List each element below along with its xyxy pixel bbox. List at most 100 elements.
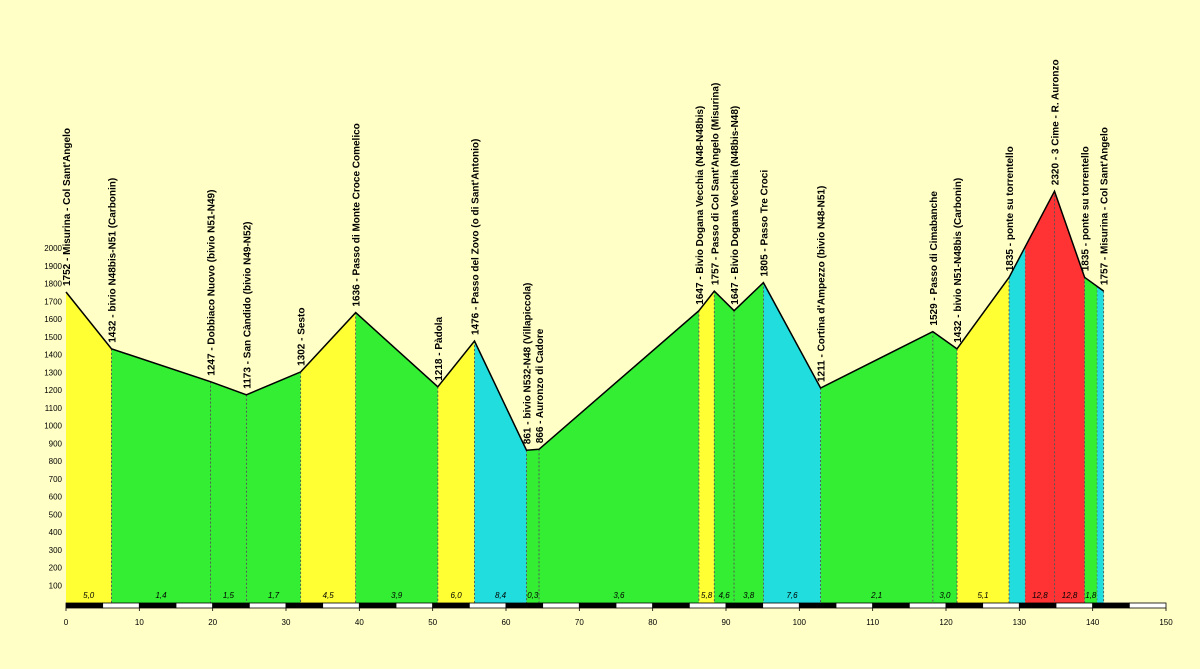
point-label: 1218 - Pàdola: [434, 316, 445, 380]
x-tick-label: 90: [722, 618, 731, 627]
km-bar-block: [982, 602, 1020, 609]
point-label: 1647 - Bivio Dogana Vecchia (N48bis-N48): [730, 106, 741, 305]
profile-segment: [1084, 277, 1098, 603]
y-tick-label: 1700: [44, 297, 62, 306]
profile-segment: [820, 331, 933, 603]
km-bar-block: [762, 602, 800, 609]
y-tick-label: 2000: [44, 244, 62, 253]
profile-segment: [1054, 191, 1085, 603]
y-tick-label: 1400: [44, 351, 62, 360]
profile-segment: [698, 291, 715, 603]
grade-label: 4,6: [719, 591, 731, 600]
x-tick-label: 30: [282, 618, 291, 627]
y-tick-label: 100: [49, 581, 63, 590]
km-bar-block: [248, 602, 287, 609]
profile-segment: [957, 277, 1010, 603]
point-label: 1636 - Passo di Monte Croce Comelico: [352, 123, 363, 306]
grade-label: 8,4: [495, 591, 507, 600]
grade-label: 3,9: [391, 591, 403, 600]
km-bar-block: [578, 602, 617, 609]
y-tick-label: 700: [49, 475, 63, 484]
y-tick-label: 1600: [44, 315, 62, 324]
km-scale-bar: [65, 602, 1167, 609]
point-label: 861 - bivio N532-N48 (Villapiccola): [523, 283, 534, 445]
point-label: 1432 - bivio N51-N48bis (Carbonin): [953, 178, 964, 343]
point-label: 1647 - Bivio Dogana Vecchia (N48-N48bis): [695, 106, 706, 305]
grade-label: 12,8: [1032, 591, 1048, 600]
km-bar-block: [725, 602, 764, 609]
point-label: 1757 - Passo di Col Sant'Angelo (Misurin…: [710, 83, 721, 285]
km-bar-block: [688, 602, 727, 609]
profile-segment: [111, 348, 211, 603]
segment-dividers: [111, 191, 1105, 603]
profile-segment: [763, 282, 821, 603]
x-tick-label: 70: [575, 618, 584, 627]
km-bar-block: [615, 602, 654, 609]
profile-segment: [300, 312, 356, 603]
y-tick-label: 1900: [44, 262, 62, 271]
profile-segment: [66, 292, 112, 603]
km-bar-block: [285, 602, 324, 609]
grade-label: 3,8: [743, 591, 755, 600]
km-bar-block: [945, 602, 984, 609]
grade-label: 1,8: [1085, 591, 1097, 600]
point-label: 1752 - Misurina - Col Sant'Angelo: [62, 128, 73, 286]
y-tick-label: 600: [49, 493, 63, 502]
grade-label: 1,7: [268, 591, 280, 600]
x-tick-label: 60: [502, 618, 511, 627]
x-tick-label: 120: [939, 618, 953, 627]
profile-segment: [539, 310, 699, 603]
grade-label: 0,3: [527, 591, 539, 600]
x-tick-label: 130: [1013, 618, 1027, 627]
point-label: 1835 - ponte su torrentello: [1081, 146, 1092, 271]
x-axis: 0 10 20 30 40 50 60 70 80 90 100 110 120 130 140 150: [64, 608, 1173, 627]
grade-label: 2,1: [870, 591, 882, 600]
grade-label: 12,8: [1062, 591, 1078, 600]
km-bar-block: [908, 602, 947, 609]
profile-segment: [714, 291, 735, 603]
x-tick-label: 0: [64, 618, 69, 627]
grade-label: 7,6: [786, 591, 798, 600]
profile-segment: [355, 312, 438, 603]
x-tick-label: 40: [355, 618, 364, 627]
profile-segment: [1097, 286, 1104, 603]
km-bar-block: [835, 602, 874, 609]
y-tick-label: 800: [49, 457, 63, 466]
profile-segment: [210, 381, 247, 603]
y-axis: 100 200 300 400 500 600 700 800 900 1000 1100 1200 1…: [44, 244, 62, 590]
point-label: 1211 - Cortina d'Ampezzo (bivio N48-N51): [817, 186, 828, 382]
profile-segment: [246, 371, 301, 603]
grade-label: 3,6: [613, 591, 625, 600]
km-bar-block: [652, 602, 690, 609]
x-tick-label: 10: [135, 618, 144, 627]
km-bar-block: [542, 602, 580, 609]
km-bar-block: [395, 602, 434, 609]
km-bar-block: [212, 602, 250, 609]
point-labels: 1752 - Misurina - Col Sant'Angelo 1432 - …: [62, 59, 1111, 444]
y-tick-label: 1800: [44, 280, 62, 289]
point-label: 1173 - San Càndido (bivio N49-N52): [242, 222, 253, 389]
profile-outline: [65, 189, 1105, 451]
y-tick-label: 400: [49, 528, 63, 537]
grade-label: 5,8: [701, 591, 713, 600]
point-label: 1302 - Sesto: [297, 308, 308, 366]
x-tick-label: 100: [793, 618, 807, 627]
y-tick-label: 200: [49, 564, 63, 573]
km-bar-block: [1128, 602, 1167, 609]
point-label: 1805 - Passo Tre Croci: [759, 170, 770, 277]
point-label: 1432 - bivio N48bis-N51 (Carbonin): [108, 178, 119, 343]
y-tick-label: 1500: [44, 333, 62, 342]
km-bar-block: [1092, 602, 1130, 609]
km-bar-block: [175, 602, 214, 609]
grade-label: 1,5: [223, 591, 235, 600]
point-label: 1247 - Dobbiaco Nuovo (bivio N51-N49): [207, 190, 218, 376]
point-label: 1757 - Misurina - Col Sant'Angelo: [1100, 127, 1111, 285]
x-tick-label: 50: [428, 618, 437, 627]
x-tick-label: 20: [208, 618, 217, 627]
profile-segment: [437, 341, 475, 603]
grade-label: 1,4: [155, 591, 167, 600]
y-tick-label: 500: [49, 510, 63, 519]
x-tick-label: 110: [866, 618, 879, 627]
profile-segment: [734, 282, 764, 603]
grade-label: 3,0: [939, 591, 951, 600]
